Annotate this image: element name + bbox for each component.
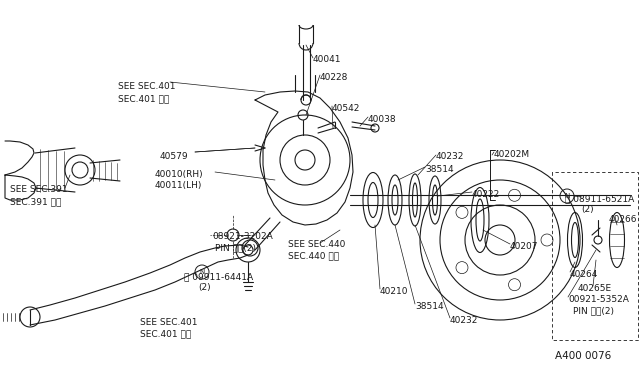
- Text: 40011(LH): 40011(LH): [155, 181, 202, 190]
- Text: SEE SEC.401: SEE SEC.401: [118, 82, 175, 91]
- Text: SEC.401 参照: SEC.401 参照: [118, 94, 169, 103]
- Text: SEC.401 参照: SEC.401 参照: [140, 329, 191, 338]
- Text: PIN ピン(2): PIN ピン(2): [573, 306, 614, 315]
- Text: 40232: 40232: [450, 316, 478, 325]
- Text: ⓝ 08911-6521A: ⓝ 08911-6521A: [565, 194, 634, 203]
- Text: SEE SEC.391: SEE SEC.391: [10, 185, 68, 194]
- Text: 08921-3202A: 08921-3202A: [212, 232, 273, 241]
- Text: (2): (2): [198, 283, 211, 292]
- Text: 40228: 40228: [320, 73, 348, 82]
- Text: SEC.391 参照: SEC.391 参照: [10, 197, 61, 206]
- Text: PIN ピン(2): PIN ピン(2): [215, 243, 256, 252]
- Text: 00921-5352A: 00921-5352A: [568, 295, 629, 304]
- Text: 40038: 40038: [368, 115, 397, 124]
- Text: A400 0076: A400 0076: [555, 351, 611, 361]
- Text: ⓝ 09911-6441A: ⓝ 09911-6441A: [184, 272, 253, 281]
- Text: 40266: 40266: [609, 215, 637, 224]
- Text: 40232: 40232: [436, 152, 465, 161]
- Text: SEC.440 参照: SEC.440 参照: [288, 251, 339, 260]
- Text: SEE SEC.401: SEE SEC.401: [140, 318, 198, 327]
- Text: 40202M: 40202M: [494, 150, 530, 159]
- Text: 40207: 40207: [510, 242, 538, 251]
- Text: 38514: 38514: [415, 302, 444, 311]
- Text: 40579: 40579: [160, 152, 189, 161]
- Text: 40265E: 40265E: [578, 284, 612, 293]
- Text: 40210: 40210: [380, 287, 408, 296]
- Text: (2): (2): [581, 205, 594, 214]
- Text: 40542: 40542: [332, 104, 360, 113]
- Text: 40222: 40222: [472, 190, 500, 199]
- Text: SEE SEC.440: SEE SEC.440: [288, 240, 346, 249]
- Text: 40010(RH): 40010(RH): [155, 170, 204, 179]
- Text: 38514: 38514: [425, 165, 454, 174]
- Text: N: N: [564, 193, 570, 199]
- Text: N: N: [200, 269, 205, 275]
- Text: 40264: 40264: [570, 270, 598, 279]
- Text: 40041: 40041: [313, 55, 342, 64]
